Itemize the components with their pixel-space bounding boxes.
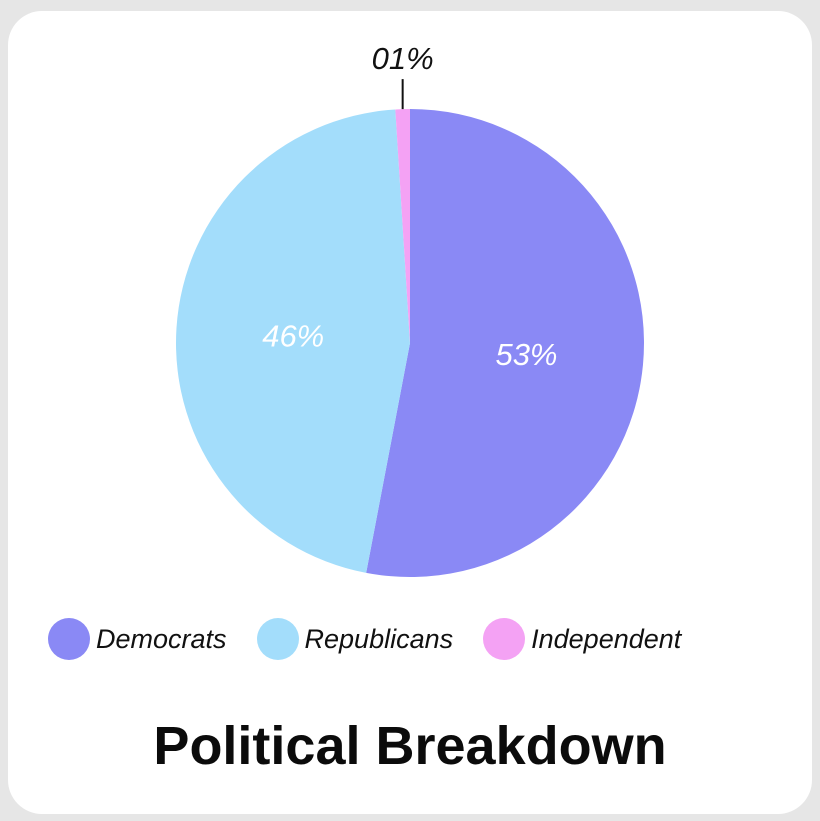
pie-label-republicans: 46%	[262, 319, 324, 354]
legend-swatch-independent	[483, 618, 526, 660]
legend-label-independent: Independent	[531, 623, 682, 654]
legend-item-independent: Independent	[483, 618, 681, 660]
pie-label-democrats: 53%	[495, 337, 557, 372]
chart-title: Political Breakdown	[153, 716, 667, 776]
legend: Democrats Republicans Independent	[48, 618, 681, 660]
legend-swatch-republicans	[256, 618, 299, 660]
pie-slice-republicans	[175, 109, 410, 573]
legend-label-democrats: Democrats	[96, 623, 227, 654]
pie-label-independent: 01%	[372, 41, 434, 76]
pie-slice-independent	[395, 109, 410, 343]
legend-swatch-democrats	[48, 618, 90, 660]
legend-label-republicans: Republicans	[304, 623, 454, 654]
legend-item-republicans: Republicans	[256, 618, 454, 660]
legend-item-democrats: Democrats	[48, 618, 227, 660]
pie-slice-democrats	[366, 109, 644, 577]
